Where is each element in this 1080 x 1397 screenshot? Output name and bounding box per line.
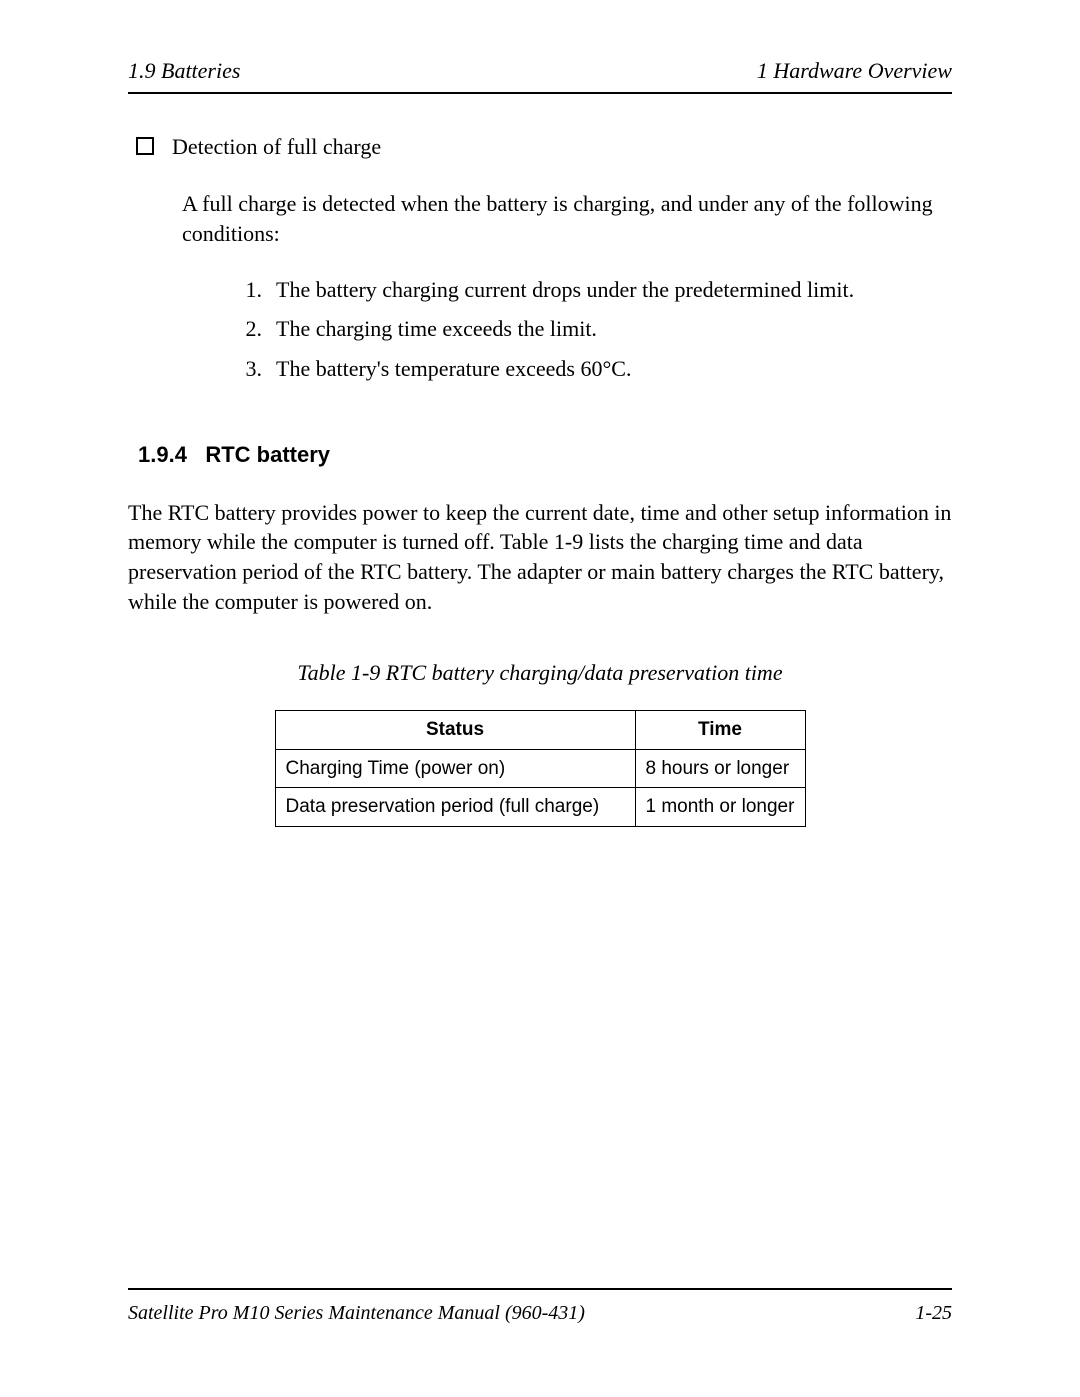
bullet-label: Detection of full charge xyxy=(172,132,381,162)
list-number: 2. xyxy=(236,314,262,344)
list-number: 1. xyxy=(236,275,262,305)
cell-time: 1 month or longer xyxy=(635,788,805,827)
col-time: Time xyxy=(635,710,805,749)
table-caption: Table 1-9 RTC battery charging/data pres… xyxy=(128,658,952,688)
list-number: 3. xyxy=(236,354,262,384)
intro-paragraph: A full charge is detected when the batte… xyxy=(182,189,952,248)
cell-status: Data preservation period (full charge) xyxy=(275,788,635,827)
cell-status: Charging Time (power on) xyxy=(275,749,635,788)
numbered-list: 1. The battery charging current drops un… xyxy=(236,275,952,384)
list-item: 2. The charging time exceeds the limit. xyxy=(236,314,952,344)
col-status: Status xyxy=(275,710,635,749)
header-right: 1 Hardware Overview xyxy=(757,56,952,86)
list-text: The charging time exceeds the limit. xyxy=(276,314,597,344)
body-paragraph: The RTC battery provides power to keep t… xyxy=(128,498,952,617)
content-area: Detection of full charge A full charge i… xyxy=(128,94,952,827)
subsection-title: RTC battery xyxy=(205,442,330,467)
table-row: Data preservation period (full charge) 1… xyxy=(275,788,805,827)
header-left: 1.9 Batteries xyxy=(128,56,240,86)
subsection-heading: 1.9.4 RTC battery xyxy=(138,440,952,470)
list-item: 1. The battery charging current drops un… xyxy=(236,275,952,305)
footer-right: 1-25 xyxy=(915,1300,952,1327)
footer-left: Satellite Pro M10 Series Maintenance Man… xyxy=(128,1300,585,1327)
rtc-battery-table: Status Time Charging Time (power on) 8 h… xyxy=(275,710,806,827)
table-row: Charging Time (power on) 8 hours or long… xyxy=(275,749,805,788)
list-text: The battery's temperature exceeds 60°C. xyxy=(276,354,631,384)
table-header-row: Status Time xyxy=(275,710,805,749)
table-container: Status Time Charging Time (power on) 8 h… xyxy=(128,710,952,827)
checkbox-icon xyxy=(136,137,154,155)
subsection-number: 1.9.4 xyxy=(138,442,187,467)
page: 1.9 Batteries 1 Hardware Overview Detect… xyxy=(128,56,952,1327)
cell-time: 8 hours or longer xyxy=(635,749,805,788)
list-item: 3. The battery's temperature exceeds 60°… xyxy=(236,354,952,384)
running-header: 1.9 Batteries 1 Hardware Overview xyxy=(128,56,952,94)
list-text: The battery charging current drops under… xyxy=(276,275,854,305)
running-footer: Satellite Pro M10 Series Maintenance Man… xyxy=(128,1288,952,1327)
bullet-item: Detection of full charge xyxy=(136,132,952,162)
